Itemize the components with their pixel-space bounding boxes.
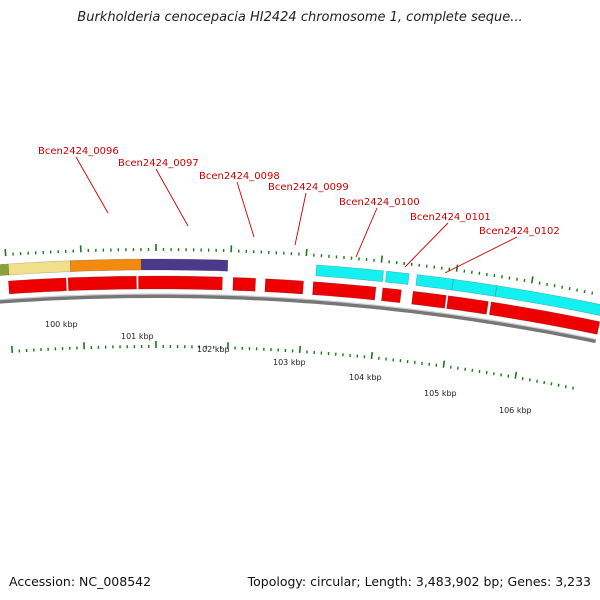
kbp-label: 101 kbp xyxy=(121,332,154,341)
inner-minor-tick xyxy=(457,366,459,370)
outer-major-tick xyxy=(4,249,7,257)
gene-callout-line xyxy=(75,156,109,214)
feature-orange xyxy=(69,258,142,273)
inner-major-tick xyxy=(514,371,518,379)
feature-layer xyxy=(0,258,600,316)
cds-arrow xyxy=(411,290,447,309)
outer-minor-tick xyxy=(568,286,571,291)
genome-title: Burkholderia cenocepacia HI2424 chromoso… xyxy=(77,10,523,25)
kbp-label: 106 kbp xyxy=(499,406,532,415)
feature-cyan xyxy=(315,264,384,283)
inner-minor-tick xyxy=(464,367,467,371)
outer-minor-tick xyxy=(591,291,594,295)
outer-minor-tick xyxy=(546,282,548,287)
kbp-label: 105 kbp xyxy=(424,389,457,398)
gene-label: Bcen2424_0102 xyxy=(479,226,560,237)
inner-major-tick xyxy=(370,352,373,360)
feature-khaki xyxy=(7,260,72,276)
accession-label: Accession: NC_008542 xyxy=(9,574,152,589)
gene-label: Bcen2424_0099 xyxy=(268,182,349,193)
gene-callout-line xyxy=(155,168,189,227)
label-layer: Bcen2424_0096Bcen2424_0097Bcen2424_0098B… xyxy=(38,146,560,415)
outer-minor-tick xyxy=(478,271,481,275)
inner-minor-tick xyxy=(572,386,574,390)
outer-minor-tick xyxy=(470,270,473,274)
inner-minor-tick xyxy=(507,374,510,378)
cds-arrow xyxy=(488,301,600,335)
cds-arrow xyxy=(446,295,489,315)
kbp-label: 104 kbp xyxy=(349,373,382,382)
cds-arrow xyxy=(264,278,304,295)
callout-layer xyxy=(75,156,518,274)
outer-major-tick xyxy=(305,249,308,257)
cds-arrow xyxy=(67,275,137,292)
gene-callout-line xyxy=(404,222,449,268)
outer-major-tick xyxy=(380,255,383,263)
inner-minor-tick xyxy=(471,368,474,372)
inner-minor-tick xyxy=(557,383,560,387)
inner-minor-tick xyxy=(536,379,538,383)
outer-minor-tick xyxy=(508,276,511,280)
backbone-layer xyxy=(0,293,597,344)
outer-minor-tick xyxy=(516,277,518,281)
inner-minor-tick xyxy=(521,376,524,381)
cds-layer xyxy=(8,275,600,335)
gene-label: Bcen2424_0098 xyxy=(199,171,280,182)
tick-layer xyxy=(4,244,594,390)
inner-minor-tick xyxy=(550,382,553,386)
feature-purple xyxy=(140,258,229,272)
gene-label: Bcen2424_0100 xyxy=(339,197,420,208)
gene-callout-line xyxy=(355,207,378,258)
sequence-summary: Topology: circular; Length: 3,483,902 bp… xyxy=(247,574,591,589)
inner-major-tick xyxy=(298,345,301,353)
outer-minor-tick xyxy=(561,285,564,289)
cds-arrow xyxy=(312,281,377,301)
outer-major-tick xyxy=(455,264,459,272)
cds-arrow xyxy=(8,277,67,295)
outer-minor-tick xyxy=(501,275,503,279)
outer-minor-tick xyxy=(553,284,556,288)
feature-olive xyxy=(0,263,10,276)
inner-minor-tick xyxy=(543,380,546,385)
gene-label: Bcen2424_0096 xyxy=(38,146,119,157)
backbone-highlight xyxy=(0,293,596,340)
kbp-label: 102 kbp xyxy=(197,345,230,354)
gene-callout-line xyxy=(294,192,307,246)
inner-minor-tick xyxy=(564,385,567,389)
cds-arrow xyxy=(232,277,257,292)
cds-arrow xyxy=(381,287,402,304)
inner-minor-tick xyxy=(500,373,502,377)
feature-cyan xyxy=(385,270,410,285)
outer-major-tick xyxy=(530,276,534,284)
feature-cyan xyxy=(415,274,454,291)
feature-cyan xyxy=(494,285,600,316)
gene-callout-line xyxy=(236,181,255,238)
inner-minor-tick xyxy=(528,378,531,382)
kbp-label: 103 kbp xyxy=(273,358,306,367)
backbone-arc xyxy=(0,294,597,344)
outer-minor-tick xyxy=(523,278,526,283)
feature-cyan xyxy=(451,278,498,297)
gene-label: Bcen2424_0101 xyxy=(410,212,491,223)
kbp-label: 100 kbp xyxy=(45,320,78,329)
gene-callout-line xyxy=(444,236,518,274)
gene-label: Bcen2424_0097 xyxy=(118,158,199,169)
outer-minor-tick xyxy=(583,289,586,294)
outer-minor-tick xyxy=(538,281,541,285)
inner-major-tick xyxy=(11,345,14,353)
inner-major-tick xyxy=(442,360,446,368)
outer-minor-tick xyxy=(576,288,579,292)
cds-arrow xyxy=(138,275,223,291)
